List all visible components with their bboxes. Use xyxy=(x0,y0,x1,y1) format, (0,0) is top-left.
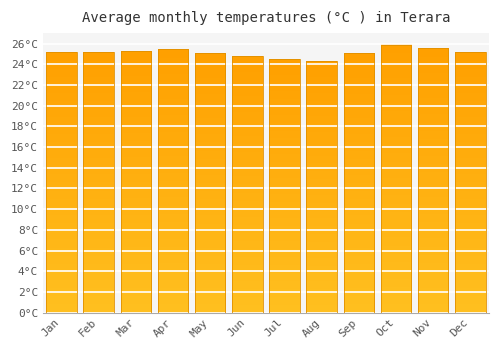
Bar xyxy=(344,53,374,313)
Bar xyxy=(306,61,337,313)
Title: Average monthly temperatures (°C ) in Terara: Average monthly temperatures (°C ) in Te… xyxy=(82,11,450,25)
Bar xyxy=(84,52,114,313)
Bar xyxy=(455,52,486,313)
Bar xyxy=(120,51,151,313)
Bar xyxy=(158,49,188,313)
Bar xyxy=(46,52,77,313)
Bar xyxy=(270,59,300,313)
Bar xyxy=(232,56,262,313)
Bar xyxy=(195,53,226,313)
Bar xyxy=(381,44,411,313)
Bar xyxy=(418,48,448,313)
